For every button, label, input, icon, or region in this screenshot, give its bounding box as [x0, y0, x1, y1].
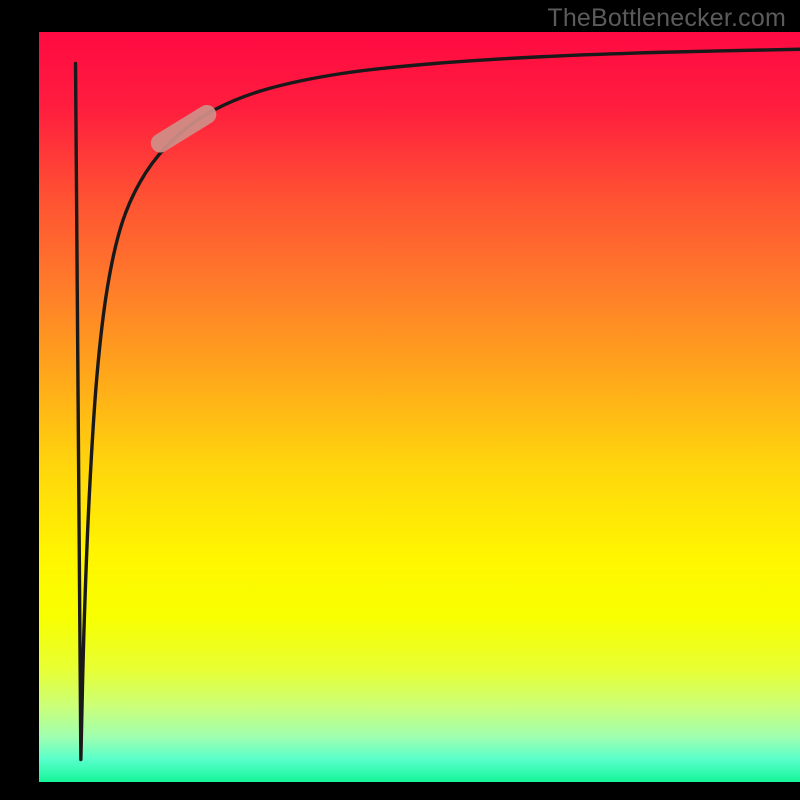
watermark-text: TheBottlenecker.com: [547, 4, 786, 33]
plot-frame: [35, 28, 800, 786]
canvas-root: TheBottlenecker.com: [0, 0, 800, 800]
